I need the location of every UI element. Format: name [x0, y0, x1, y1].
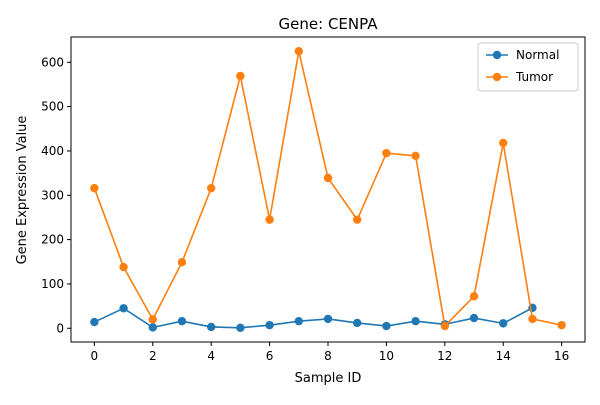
normal-data-point	[119, 304, 128, 313]
x-tick-label: 10	[379, 349, 394, 363]
tumor-series-line	[93, 50, 562, 327]
legend: Normal Tumor	[477, 42, 579, 92]
y-tick-label: 600	[41, 55, 64, 69]
x-axis-label: Sample ID	[295, 371, 362, 386]
tumor-data-point	[528, 314, 537, 324]
x-tick-label: 0	[91, 349, 99, 363]
tumor-legend-label: Tumor	[515, 70, 553, 84]
tumor-data-point	[440, 321, 450, 331]
normal-legend-marker	[492, 50, 502, 60]
y-tick-label: 500	[41, 100, 64, 114]
tumor-data-point	[382, 148, 391, 158]
normal-data-point	[177, 316, 187, 326]
tumor-data-point	[177, 258, 187, 267]
normal-legend-label: Normal	[516, 48, 559, 62]
normal-data-point	[411, 316, 420, 326]
normal-data-point	[469, 313, 479, 323]
x-tick-label: 14	[496, 349, 511, 363]
normal-series-line	[94, 307, 533, 329]
x-tick-label: 6	[266, 349, 274, 363]
tumor-data-point	[206, 183, 216, 193]
tumor-data-point	[119, 262, 128, 272]
y-tick-label: 200	[41, 233, 64, 247]
normal-data-point	[382, 321, 391, 331]
normal-data-point	[353, 318, 362, 328]
y-tick-label: 400	[41, 144, 64, 158]
x-tick-label: 4	[207, 349, 215, 363]
normal-data-point	[294, 316, 303, 326]
normal-data-point	[90, 317, 99, 327]
normal-data-point	[236, 323, 245, 333]
y-tick-label: 100	[41, 277, 64, 291]
tumor-data-point	[557, 320, 566, 330]
chart-title: Gene: CENPA	[279, 15, 379, 33]
tumor-data-point	[323, 173, 333, 183]
tumor-data-point	[90, 183, 99, 193]
x-tick-label: 16	[554, 349, 569, 363]
y-tick-label: 300	[41, 188, 64, 202]
normal-data-point	[148, 323, 157, 332]
x-tick-label: 2	[149, 349, 157, 363]
normal-data-point	[206, 322, 216, 332]
plot-area: 0 2 4 6 8 10 12 14 16 0 100 200 300 400 500 600	[41, 36, 586, 363]
normal-data-point	[499, 319, 508, 328]
y-axis-label: Gene Expression Value	[15, 116, 30, 265]
tumor-data-point	[469, 292, 479, 301]
tumor-legend-marker	[492, 72, 502, 82]
normal-data-point	[323, 314, 333, 324]
normal-data-point	[265, 320, 274, 330]
tumor-data-point	[499, 138, 508, 148]
tumor-data-point	[294, 46, 303, 56]
tumor-data-point	[353, 215, 362, 224]
x-tick-label: 8	[324, 349, 332, 363]
tumor-data-point	[265, 215, 274, 224]
tumor-data-point	[148, 315, 157, 324]
tumor-data-point	[236, 71, 245, 81]
y-tick-label: 0	[56, 321, 64, 335]
tumor-data-point	[411, 151, 420, 161]
x-tick-label: 12	[437, 349, 452, 363]
